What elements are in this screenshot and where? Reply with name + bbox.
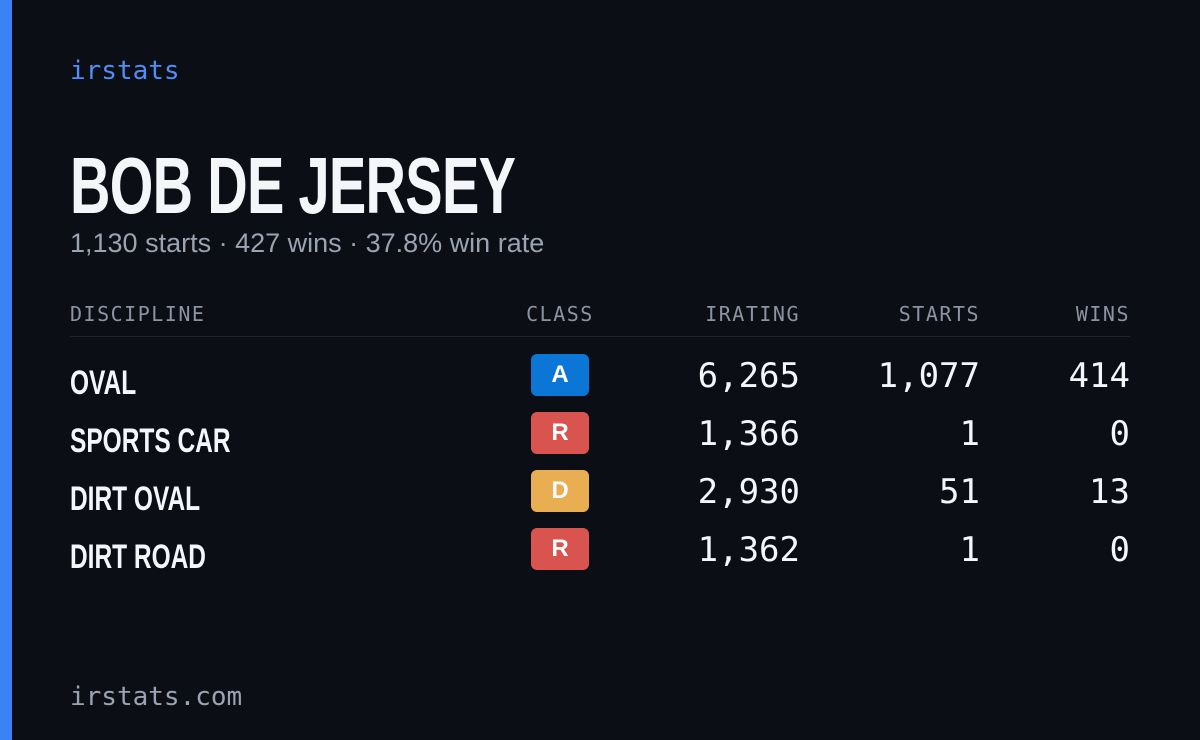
- irating-value: 1,366: [697, 414, 800, 454]
- discipline: DIRT ROAD: [70, 538, 207, 576]
- class-badge: A: [531, 354, 589, 396]
- wins-value: 0: [1109, 530, 1130, 570]
- column-header: IRATING: [705, 302, 800, 326]
- discipline: DIRT OVAL: [70, 480, 201, 518]
- irating-value: 2,930: [697, 472, 800, 512]
- class-badge: R: [531, 528, 589, 570]
- column-header: CLASS: [526, 302, 594, 326]
- discipline: OVAL: [70, 364, 137, 402]
- footer-url: irstats.com: [70, 682, 243, 712]
- class-badge: D: [531, 470, 589, 512]
- driver-summary: 1,130 starts · 427 wins · 37.8% win rate: [70, 228, 545, 258]
- starts-value: 1,077: [877, 356, 980, 396]
- wins-value: 13: [1089, 472, 1130, 512]
- irating-value: 1,362: [697, 530, 800, 570]
- brand: irstats: [70, 56, 180, 86]
- starts-value: 51: [939, 472, 980, 512]
- discipline: SPORTS CAR: [70, 422, 231, 460]
- wins-value: 0: [1109, 414, 1130, 454]
- accent-stripe: [0, 0, 12, 740]
- column-header: DISCIPLINE: [70, 302, 206, 326]
- irating-value: 6,265: [697, 356, 800, 396]
- header-rule: [70, 336, 1130, 337]
- starts-value: 1: [959, 530, 980, 570]
- column-header: WINS: [1075, 302, 1130, 326]
- wins-value: 414: [1068, 356, 1130, 396]
- driver-name: BOB DE JERSEY: [70, 141, 516, 230]
- starts-value: 1: [959, 414, 980, 454]
- column-header: STARTS: [898, 302, 980, 326]
- class-badge: R: [531, 412, 589, 454]
